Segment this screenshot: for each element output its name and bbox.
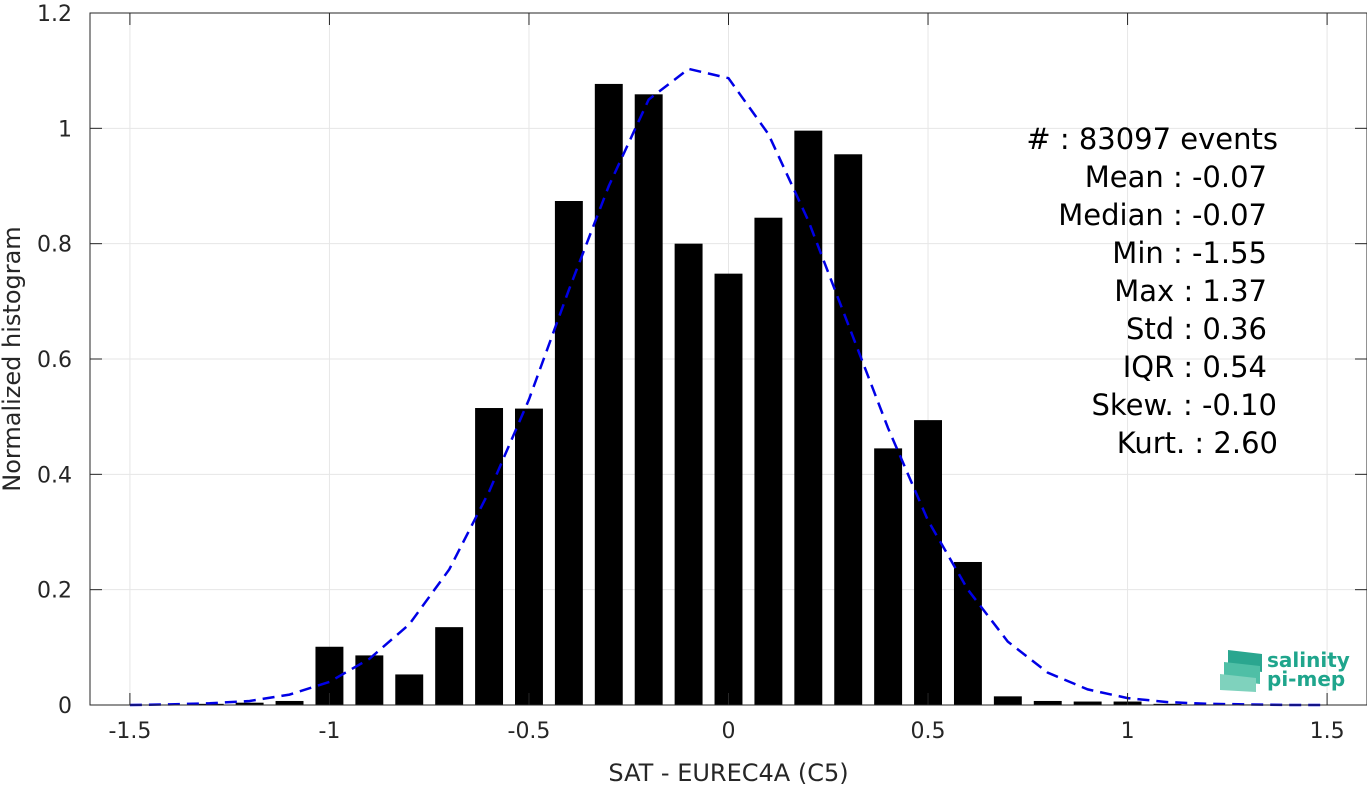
logo-waves-icon: [1220, 650, 1262, 692]
x-tick-label: -1.5: [108, 719, 151, 744]
x-tick-label: -1: [318, 719, 340, 744]
bars: [195, 83, 1262, 706]
axis-ticks: [90, 12, 1367, 706]
x-tick-label: -0.5: [508, 719, 551, 744]
x-axis-label: SAT - EUREC4A (C5): [608, 759, 848, 785]
histogram-bar: [355, 655, 384, 705]
x-tick-label: 0.5: [911, 719, 946, 744]
histogram-bar: [1033, 700, 1062, 705]
tick-labels: -1.5 -1 -0.5 0 0.5 1 1.5 0 0.2 0.4 0.6 0.8 1 1.2: [37, 2, 1345, 744]
histogram-bar: [1073, 701, 1102, 705]
histogram-bar: [714, 273, 743, 705]
logo-text-line2: pi-mep: [1267, 667, 1345, 691]
logo-text-line1: salinity: [1267, 648, 1350, 672]
stat-line: Skew. : -0.10: [1091, 388, 1277, 422]
histogram-bar: [554, 200, 583, 705]
stat-line: Mean : -0.07: [1085, 160, 1267, 194]
y-tick-label: 0: [58, 694, 72, 719]
histogram-bar: [275, 700, 304, 705]
y-tick-label: 0.6: [37, 348, 72, 373]
histogram-bar: [235, 702, 264, 705]
histogram-bar: [515, 408, 543, 705]
x-tick-label: 1.5: [1310, 719, 1345, 744]
salinity-pi-mep-logo: salinity pi-mep: [1220, 648, 1350, 692]
histogram-bar: [914, 420, 942, 705]
stat-line: Std : 0.36: [1126, 312, 1267, 346]
y-tick-label: 0.4: [37, 463, 72, 488]
y-tick-label: 0.2: [37, 579, 72, 604]
stat-line: # : 83097 events: [1026, 122, 1278, 156]
histogram-bar: [874, 448, 903, 705]
x-tick-label: 1: [1121, 719, 1135, 744]
y-tick-label: 1.2: [37, 2, 72, 27]
histogram-bar: [993, 696, 1022, 705]
histogram-bar: [395, 674, 424, 705]
y-tick-label: 0.8: [37, 233, 72, 258]
x-tick-label: 0: [722, 719, 736, 744]
y-tick-label: 1: [58, 117, 72, 142]
stat-line: Median : -0.07: [1058, 198, 1267, 232]
histogram-bar: [953, 561, 982, 705]
histogram-bar: [794, 130, 823, 705]
histogram-bar: [475, 408, 504, 705]
histogram-bar: [754, 217, 783, 705]
y-axis-label: Normalized histogram: [0, 226, 26, 491]
stat-line: IQR : 0.54: [1123, 350, 1267, 384]
stats-box: # : 83097 events Mean : -0.07 Median : -0.…: [1026, 122, 1278, 460]
stat-line: Kurt. : 2.60: [1117, 426, 1278, 460]
stat-line: Max : 1.37: [1114, 274, 1267, 308]
histogram-bar: [1153, 703, 1182, 705]
histogram-bar: [834, 154, 863, 706]
stat-line: Min : -1.55: [1112, 236, 1267, 270]
histogram-bar: [634, 94, 663, 705]
histogram-bar: [674, 243, 703, 705]
histogram-bar: [594, 83, 623, 706]
histogram-bar: [435, 627, 464, 705]
